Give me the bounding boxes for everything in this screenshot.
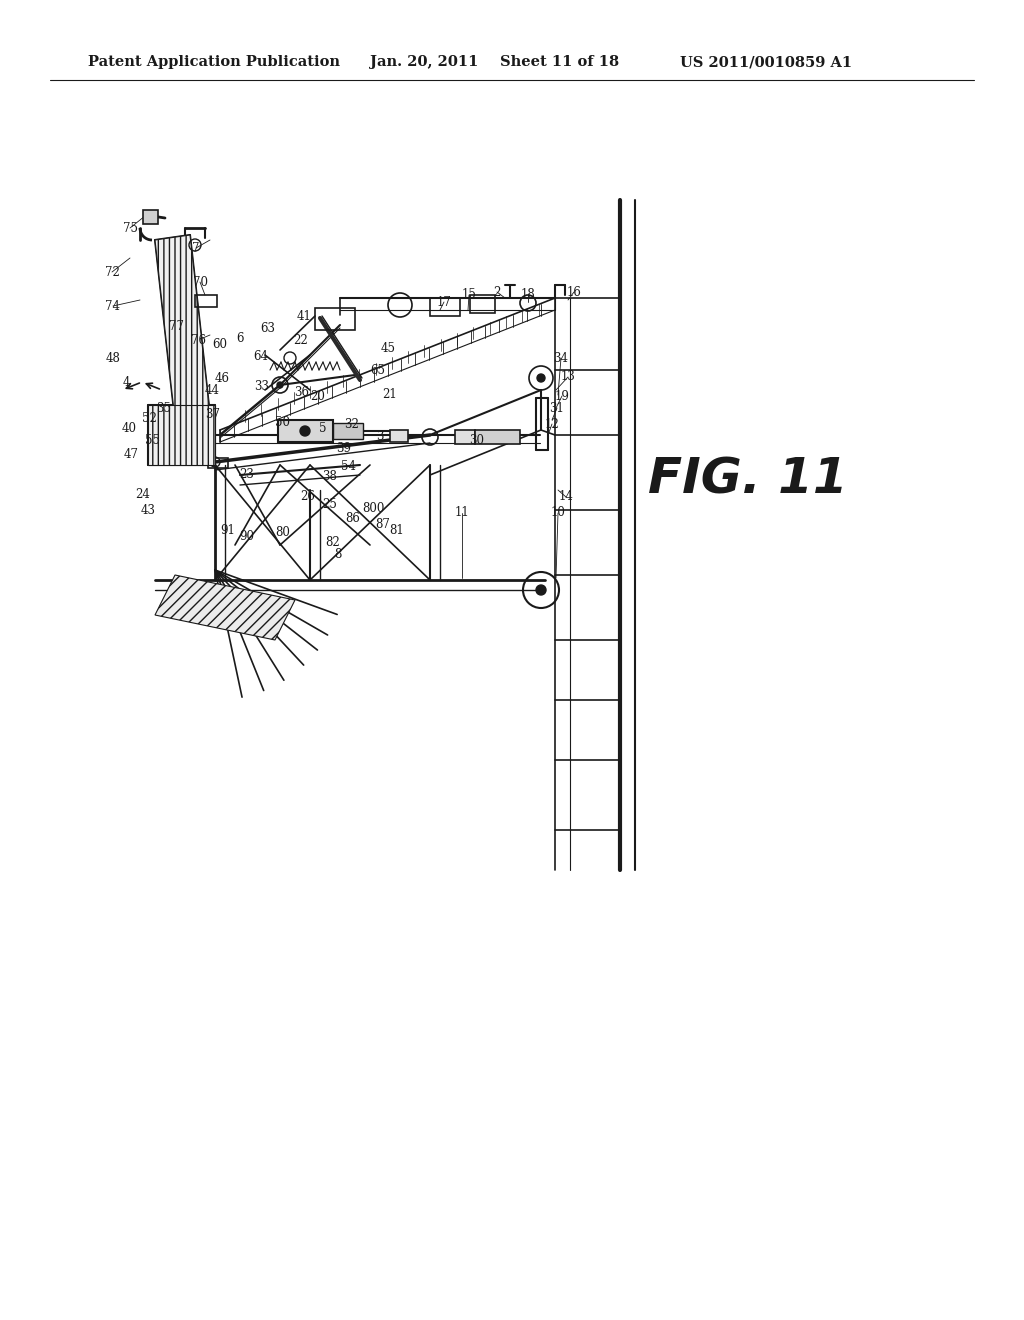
Text: 13: 13 [560,371,575,384]
Circle shape [537,374,545,381]
Text: 15: 15 [462,289,476,301]
Text: Patent Application Publication: Patent Application Publication [88,55,340,69]
Text: 91: 91 [220,524,236,536]
Bar [455,430,475,444]
Text: 34: 34 [554,351,568,364]
Text: 8: 8 [334,548,342,561]
Text: 46: 46 [214,371,229,384]
Text: 54: 54 [341,459,356,473]
Text: 47: 47 [124,447,138,461]
Circle shape [278,381,283,388]
Text: 3: 3 [376,429,384,442]
Text: 21: 21 [383,388,397,400]
Text: 37: 37 [206,408,220,421]
Text: 33: 33 [255,380,269,392]
Text: 82: 82 [326,536,340,549]
Text: 64: 64 [254,351,268,363]
Text: 17: 17 [436,296,452,309]
Text: 41: 41 [297,309,311,322]
Text: 39: 39 [337,442,351,455]
Polygon shape [148,405,215,465]
Text: 23: 23 [240,467,254,480]
Text: 7: 7 [193,242,200,255]
Polygon shape [155,576,295,640]
Text: 800: 800 [361,502,384,515]
Text: 19: 19 [555,389,569,403]
Text: 80: 80 [275,525,291,539]
Polygon shape [155,235,215,465]
Text: 44: 44 [205,384,219,396]
Text: 60: 60 [213,338,227,351]
Text: 10: 10 [551,507,565,520]
Text: 45: 45 [381,342,395,355]
Bar [208,458,228,469]
Text: 86: 86 [345,512,360,525]
Bar [470,294,495,313]
Text: 63: 63 [260,322,275,334]
Text: 32: 32 [344,417,359,430]
Text: 72: 72 [104,265,120,279]
Text: 36: 36 [295,387,309,400]
Text: 24: 24 [135,488,151,502]
Text: 75: 75 [123,222,137,235]
Bar [143,210,158,224]
Text: 5: 5 [319,421,327,434]
Text: 40: 40 [122,421,136,434]
Text: 43: 43 [140,503,156,516]
Text: 76: 76 [190,334,206,346]
Circle shape [300,426,310,436]
Bar [475,430,520,444]
Text: 26: 26 [301,490,315,503]
Text: 22: 22 [294,334,308,346]
Text: 20: 20 [310,389,326,403]
Text: 16: 16 [566,285,582,298]
Text: Sheet 11 of 18: Sheet 11 of 18 [500,55,620,69]
Text: US 2011/0010859 A1: US 2011/0010859 A1 [680,55,852,69]
Text: 81: 81 [389,524,404,536]
Text: 31: 31 [550,401,564,414]
Text: 74: 74 [105,300,121,313]
Text: 12: 12 [545,417,559,430]
Bar [430,298,460,315]
Text: 2: 2 [494,285,501,298]
Bar [195,294,217,308]
Circle shape [536,585,546,595]
Text: 11: 11 [455,507,469,520]
Text: 48: 48 [105,351,121,364]
Bar [390,430,408,442]
Text: Jan. 20, 2011: Jan. 20, 2011 [370,55,478,69]
Text: 50: 50 [275,416,291,429]
Text: 30: 30 [469,433,484,446]
Bar [315,308,355,330]
Text: 52: 52 [141,412,157,425]
Text: 90: 90 [240,531,255,544]
Text: 70: 70 [193,276,208,289]
Bar [333,422,362,440]
Text: 55: 55 [144,433,160,446]
Text: 65: 65 [371,363,385,376]
Text: 4: 4 [122,375,130,388]
Text: 25: 25 [323,499,338,511]
Text: 6: 6 [237,331,244,345]
Text: 38: 38 [323,470,338,483]
Text: 87: 87 [376,517,390,531]
Text: FIG. 11: FIG. 11 [648,455,848,504]
Text: 18: 18 [520,288,536,301]
Text: 77: 77 [169,321,183,334]
Text: 14: 14 [558,491,573,503]
Bar [278,420,333,442]
Text: 35: 35 [157,401,171,414]
